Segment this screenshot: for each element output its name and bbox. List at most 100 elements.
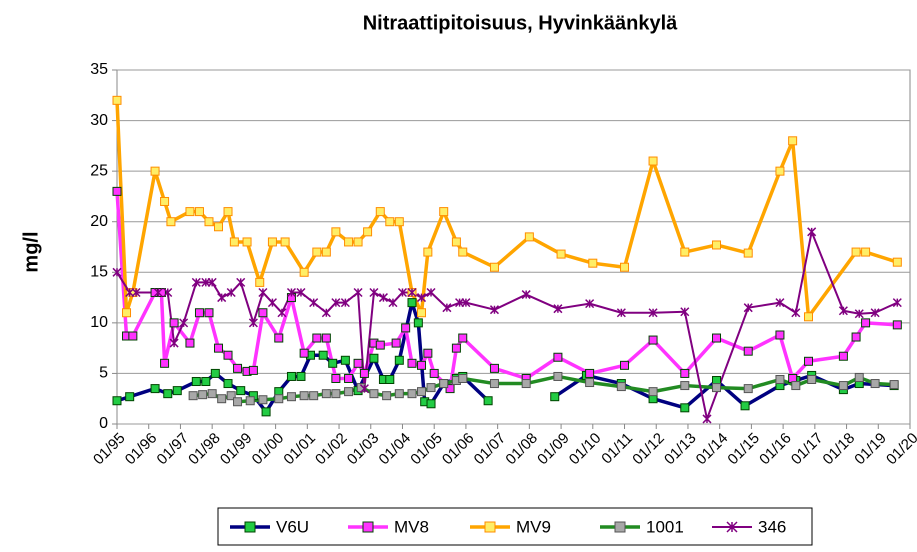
x-tick-label: 01/17 — [788, 430, 827, 469]
data-point — [369, 353, 379, 363]
data-point — [807, 374, 817, 384]
data-point — [451, 237, 461, 247]
data-point — [185, 338, 195, 348]
data-point — [407, 298, 417, 308]
data-point — [191, 277, 201, 287]
data-point — [743, 248, 753, 258]
x-tick-label: 01/02 — [312, 430, 351, 469]
data-point — [214, 343, 224, 353]
data-point — [702, 414, 712, 424]
data-point — [125, 392, 135, 402]
data-point — [892, 320, 902, 330]
data-point — [169, 318, 179, 328]
data-point — [391, 338, 401, 348]
legend-label: MV9 — [516, 517, 551, 536]
x-tick-label: 01/98 — [185, 430, 224, 469]
data-point — [585, 299, 595, 309]
x-tick-label: 01/08 — [502, 430, 541, 469]
data-point — [521, 290, 531, 300]
data-point — [791, 308, 801, 318]
data-point — [401, 323, 411, 333]
data-point — [286, 371, 296, 381]
data-point — [550, 392, 560, 402]
x-tick-label: 01/05 — [407, 430, 446, 469]
data-point — [616, 308, 626, 318]
data-point — [388, 298, 398, 308]
y-tick-label: 20 — [90, 213, 108, 230]
data-point — [201, 377, 211, 387]
data-point — [242, 237, 252, 247]
x-tick-label: 01/07 — [471, 430, 510, 469]
data-point — [363, 227, 373, 237]
x-tick-label: 01/10 — [566, 430, 605, 469]
data-point — [359, 368, 369, 378]
data-point — [299, 348, 309, 358]
x-tick-label: 01/96 — [122, 430, 161, 469]
data-point — [861, 318, 871, 328]
x-tick-label: 01/15 — [724, 430, 763, 469]
x-tick-label: 01/19 — [851, 430, 890, 469]
data-point — [353, 358, 363, 368]
data-point — [648, 308, 658, 318]
data-point — [185, 207, 195, 217]
data-point — [248, 365, 258, 375]
x-tick-label: 01/16 — [756, 430, 795, 469]
data-point — [179, 318, 189, 328]
data-point — [236, 277, 246, 287]
x-tick-label: 01/06 — [439, 430, 478, 469]
data-point — [353, 287, 363, 298]
data-point — [321, 247, 331, 257]
data-point — [775, 330, 785, 340]
data-point — [426, 383, 436, 393]
data-point — [382, 391, 392, 401]
data-point — [344, 373, 354, 383]
data-point — [445, 384, 455, 394]
legend-label: 1001 — [646, 517, 684, 536]
data-point — [369, 287, 379, 298]
data-point — [359, 384, 369, 394]
data-point — [426, 399, 436, 409]
x-tick-label: 01/12 — [629, 430, 668, 469]
data-point — [286, 287, 296, 298]
data-point — [191, 377, 201, 387]
data-point — [489, 262, 499, 272]
data-point — [160, 358, 170, 368]
x-tick-label: 01/14 — [693, 430, 732, 469]
data-point — [556, 249, 566, 259]
data-point — [585, 378, 595, 388]
data-point — [803, 312, 813, 322]
data-point — [344, 237, 354, 247]
data-point — [207, 277, 217, 287]
data-point — [166, 217, 176, 227]
data-point — [163, 389, 173, 399]
data-point — [150, 166, 160, 176]
data-point — [838, 306, 848, 316]
data-point — [489, 305, 499, 315]
data-point — [163, 287, 173, 298]
x-tick-label: 01/97 — [154, 430, 193, 469]
y-tick-label: 15 — [90, 264, 108, 281]
data-point — [128, 331, 138, 341]
data-point — [451, 343, 461, 353]
data-point — [439, 207, 449, 217]
data-point — [340, 298, 350, 308]
legend-label: V6U — [276, 517, 309, 536]
data-point — [712, 333, 722, 343]
data-point — [385, 217, 395, 227]
legend-label: 346 — [758, 517, 786, 536]
y-tick-label: 0 — [99, 415, 108, 432]
data-point — [712, 383, 722, 393]
data-point — [131, 287, 141, 298]
data-point — [321, 389, 331, 399]
data-point — [429, 368, 439, 378]
chart-title: Nitraattipitoisuus, Hyvinkäänkylä — [363, 12, 678, 34]
x-tick-label: 01/95 — [90, 430, 129, 469]
data-point — [375, 207, 385, 217]
data-point — [318, 350, 328, 360]
data-point — [417, 387, 427, 397]
data-point — [740, 401, 750, 411]
data-point — [775, 374, 785, 384]
data-point — [620, 360, 630, 370]
data-point — [261, 407, 271, 417]
